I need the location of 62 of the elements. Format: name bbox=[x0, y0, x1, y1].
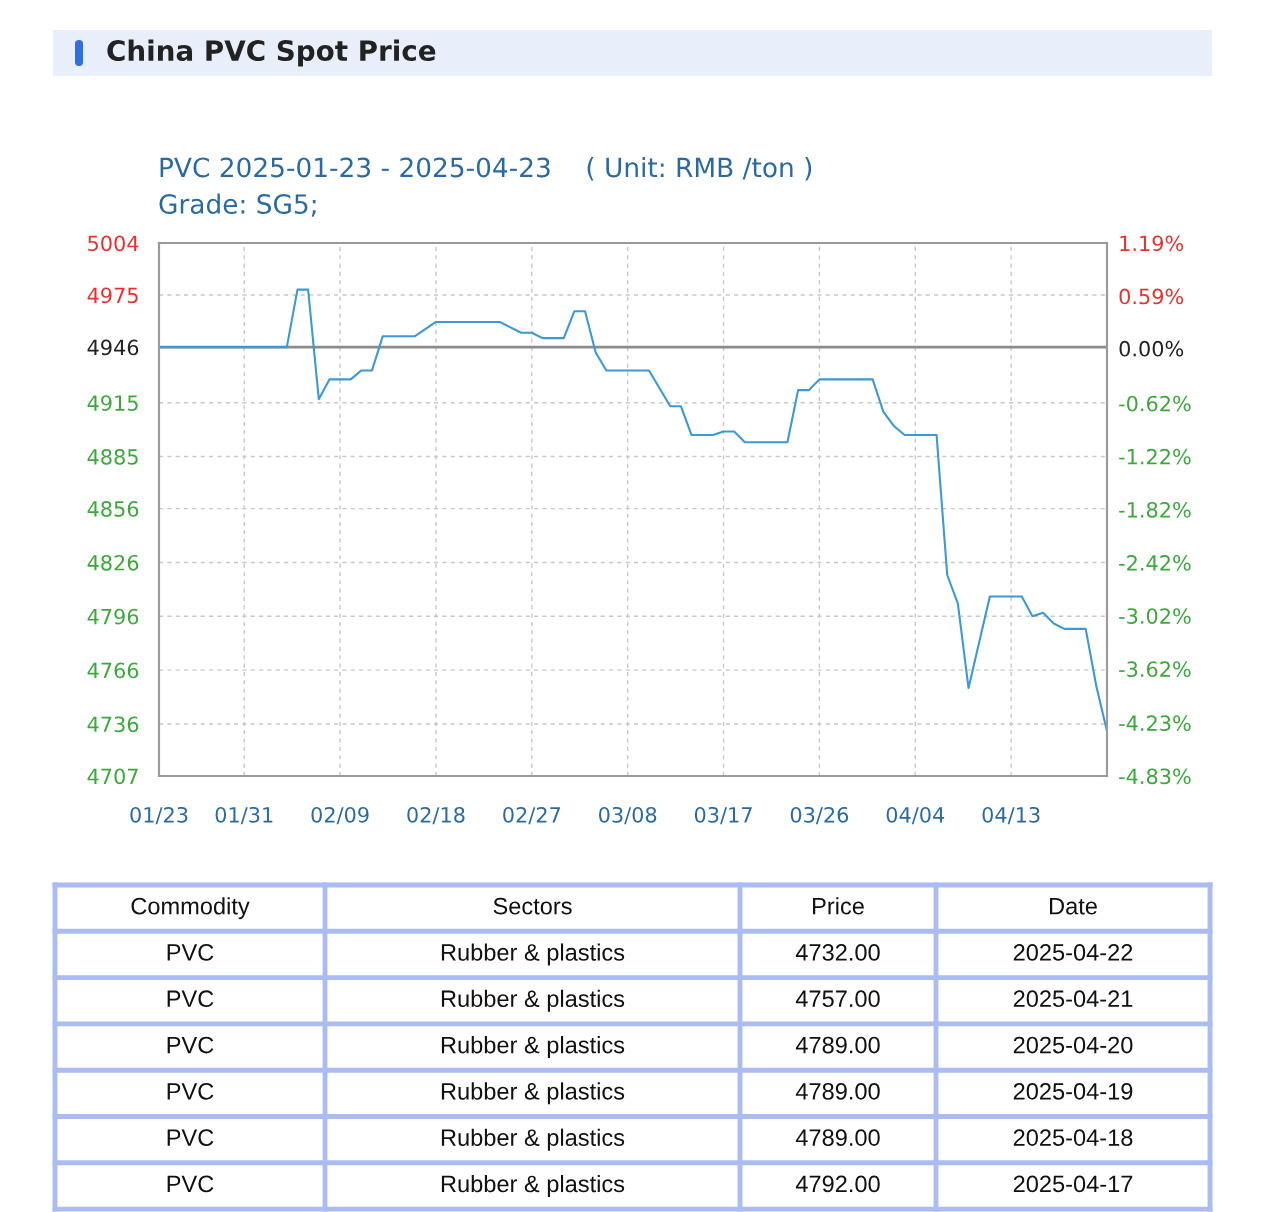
text: PVC bbox=[167, 1129, 214, 1146]
x-tick-label: 04/13 bbox=[982, 806, 1040, 825]
x-tick-label: 02/09 bbox=[311, 806, 369, 825]
y2-tick-label: -2.42% bbox=[1119, 555, 1191, 571]
text: 2025-04-18 bbox=[1013, 1129, 1133, 1146]
text: Date bbox=[1050, 898, 1097, 915]
text: 2025-04-17 bbox=[1013, 1175, 1133, 1193]
text: 2025-04-21 bbox=[1013, 990, 1133, 1008]
x-tick-label: 02/18 bbox=[407, 806, 465, 825]
chart-title: China PVC Spot Price bbox=[107, 39, 436, 67]
text: PVC bbox=[167, 1036, 214, 1054]
text: 4789.00 bbox=[795, 1036, 880, 1054]
y2-tick-label: -0.62% bbox=[1119, 395, 1191, 412]
y-tick-label: 4885 bbox=[87, 449, 138, 465]
x-tick-label: 02/27 bbox=[503, 806, 561, 825]
x-tick-label: 03/08 bbox=[599, 806, 657, 825]
text: Rubber & plastics bbox=[441, 1128, 625, 1151]
text: PVC bbox=[167, 944, 214, 961]
x-tick-label: 03/26 bbox=[790, 806, 849, 825]
y-tick-label: 5004 bbox=[88, 235, 139, 252]
text: Rubber & plastics bbox=[441, 1174, 625, 1197]
y-tick-label: 4736 bbox=[87, 716, 139, 733]
y2-tick-label: -3.62% bbox=[1119, 661, 1191, 678]
y2-tick-label: -1.22% bbox=[1119, 448, 1191, 465]
x-tick-label: 04/04 bbox=[886, 806, 945, 825]
y2-tick-label: 0.59% bbox=[1119, 288, 1184, 305]
x-tick-label: 01/31 bbox=[215, 806, 273, 825]
text: 4757.00 bbox=[795, 990, 880, 1008]
y2-tick-label: -4.23% bbox=[1119, 715, 1191, 732]
chart-subtitle: PVC 2025-01-23 - 2025-04-23 ( Unit: RMB /ton ) Grade: SG5; bbox=[159, 157, 812, 217]
text: PVC bbox=[167, 1082, 214, 1100]
text: 2025-04-19 bbox=[1013, 1082, 1133, 1100]
y-tick-label: 4796 bbox=[87, 608, 139, 625]
y2-tick-label: -4.83% bbox=[1119, 768, 1191, 785]
text: Price bbox=[813, 897, 864, 915]
y-tick-label: 4707 bbox=[87, 768, 138, 785]
text: 4792.00 bbox=[795, 1175, 880, 1193]
y2-tick-label: 1.19% bbox=[1120, 235, 1184, 252]
text: 2025-04-22 bbox=[1013, 944, 1133, 961]
text: 4789.00 bbox=[795, 1129, 880, 1146]
x-tick-label: 01/23 bbox=[130, 806, 188, 825]
text: Rubber & plastics bbox=[441, 1082, 625, 1105]
y-tick-label: 4975 bbox=[87, 287, 138, 304]
text: Sectors bbox=[493, 897, 572, 915]
text: PVC bbox=[167, 990, 214, 1008]
text: 2025-04-20 bbox=[1013, 1036, 1133, 1054]
text: Rubber & plastics bbox=[441, 989, 625, 1012]
y-tick-label: 4856 bbox=[87, 501, 139, 517]
text: Rubber & plastics bbox=[441, 943, 625, 966]
y-tick-label: 4826 bbox=[87, 554, 139, 571]
text: PVC bbox=[167, 1175, 214, 1193]
y-tick-label: 4915 bbox=[87, 395, 138, 411]
y2-tick-label: -1.82% bbox=[1119, 501, 1191, 518]
y2-tick-label: -3.02% bbox=[1119, 608, 1191, 624]
y-tick-label: 4766 bbox=[87, 662, 139, 679]
text: Rubber & plastics bbox=[441, 1036, 625, 1059]
x-tick-label: 03/17 bbox=[694, 806, 752, 825]
y-tick-label: 4946 bbox=[87, 339, 139, 356]
text: 4789.00 bbox=[795, 1082, 880, 1100]
y2-tick-label: 0.00% bbox=[1119, 340, 1184, 357]
text: Commodity bbox=[131, 897, 250, 920]
text: 4732.00 bbox=[795, 944, 880, 961]
